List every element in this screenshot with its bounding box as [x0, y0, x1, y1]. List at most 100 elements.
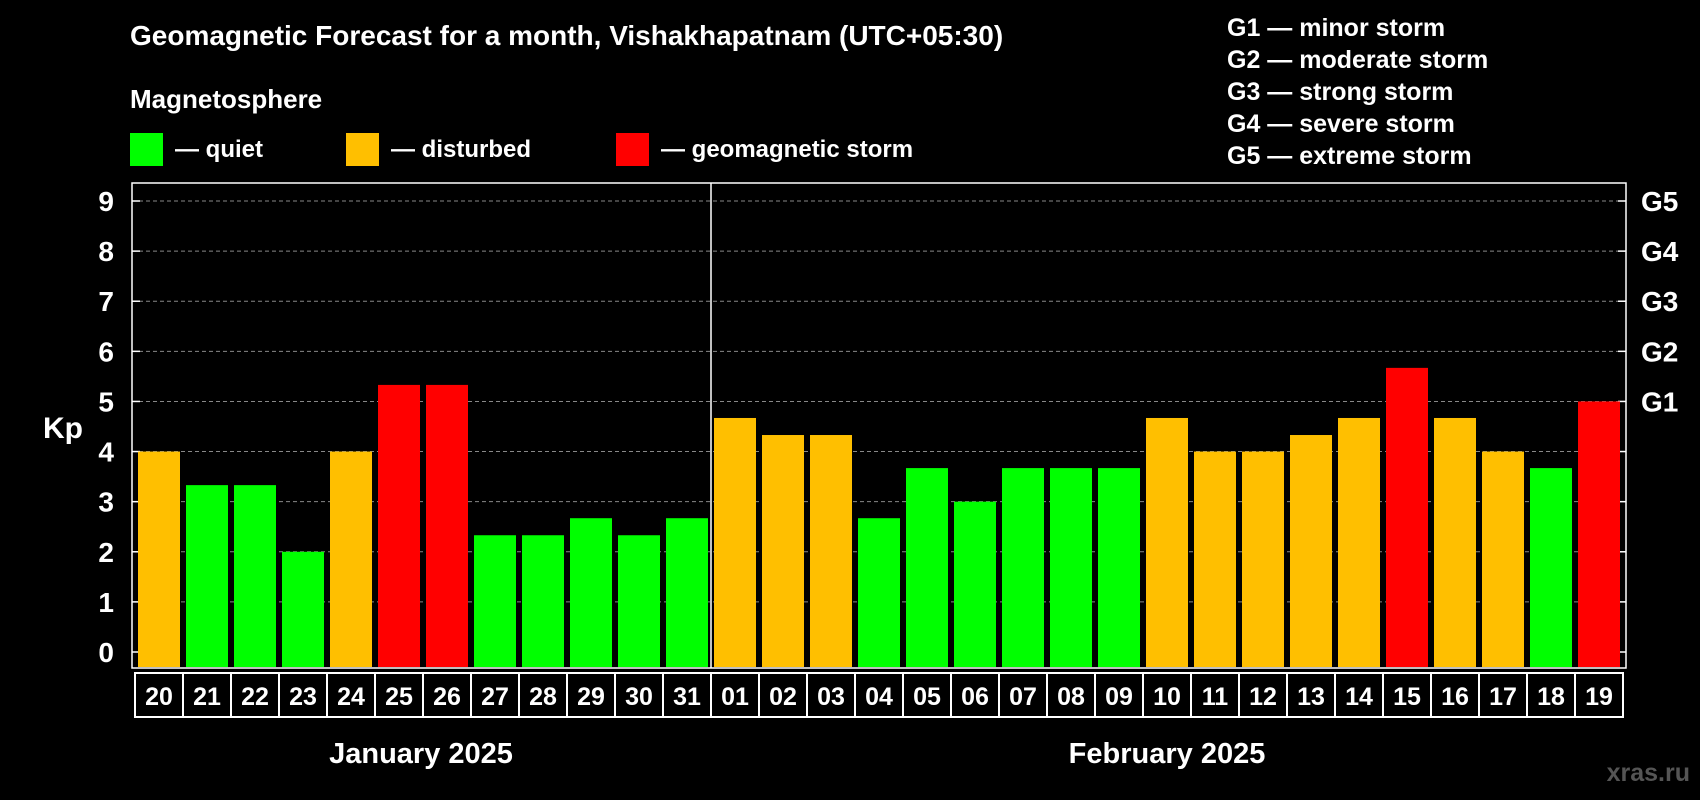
- x-tick-label: 02: [769, 683, 797, 711]
- storm-scale-g2: G2 — moderate storm: [1227, 46, 1489, 74]
- bar-01: [714, 417, 756, 667]
- x-tick-label: 24: [337, 683, 365, 711]
- bar-02: [762, 435, 804, 667]
- legend-item-disturbed: — disturbed: [346, 133, 531, 166]
- bar-10: [1146, 417, 1188, 667]
- bar-18: [1530, 468, 1572, 667]
- legend-swatch-quiet: [130, 133, 163, 166]
- bar-29: [570, 518, 612, 667]
- x-tick-label: 07: [1009, 683, 1037, 711]
- bar-17: [1482, 451, 1524, 667]
- bar-03: [810, 435, 852, 667]
- chart-title: Geomagnetic Forecast for a month, Vishak…: [130, 20, 1004, 51]
- storm-scale-g5: G5 — extreme storm: [1227, 142, 1472, 170]
- bar-31: [666, 518, 708, 667]
- storm-scale-g1: G1 — minor storm: [1227, 14, 1446, 42]
- y-tick-label: 9: [98, 186, 114, 217]
- x-tick-label: 03: [817, 683, 845, 711]
- x-tick-label: 15: [1393, 683, 1421, 711]
- bar-13: [1290, 435, 1332, 667]
- bar-06: [954, 501, 996, 667]
- bar-22: [234, 485, 276, 667]
- x-tick-label: 04: [865, 683, 893, 711]
- x-tick-label: 19: [1585, 683, 1613, 711]
- bar-24: [330, 451, 372, 667]
- x-tick-label: 28: [529, 683, 557, 711]
- y-tick-label: 7: [98, 286, 114, 317]
- x-tick-label: 10: [1153, 683, 1181, 711]
- x-tick-label: 05: [913, 683, 941, 711]
- bar-05: [906, 468, 948, 667]
- legend-swatch-storm: [616, 133, 649, 166]
- magnetosphere-label: Magnetosphere: [130, 84, 323, 114]
- legend-swatch-disturbed: [346, 133, 379, 166]
- bar-04: [858, 518, 900, 667]
- plot-frame: [131, 182, 1627, 669]
- bar-28: [522, 535, 564, 667]
- bar-23: [282, 551, 324, 667]
- bar-14: [1338, 417, 1380, 667]
- date-axis-box: [134, 672, 1624, 718]
- storm-scale-g4: G4 — severe storm: [1227, 110, 1455, 138]
- x-tick-label: 22: [241, 683, 269, 711]
- legend-item-storm: — geomagnetic storm: [616, 133, 913, 166]
- x-tick-label: 26: [433, 683, 461, 711]
- x-tick-label: 06: [961, 683, 989, 711]
- bar-16: [1434, 417, 1476, 667]
- x-tick-label: 08: [1057, 683, 1085, 711]
- x-tick-label: 21: [193, 683, 221, 711]
- bar-15: [1386, 367, 1428, 667]
- x-tick-label: 31: [673, 683, 701, 711]
- x-tick-label: 14: [1345, 683, 1373, 711]
- y-tick-label: 1: [98, 587, 114, 618]
- bar-07: [1002, 468, 1044, 667]
- y-tick-label: 8: [98, 236, 114, 267]
- y-axis-label: Kp: [43, 412, 83, 445]
- legend-label-storm: — geomagnetic storm: [661, 135, 914, 163]
- x-tick-label: 18: [1537, 683, 1565, 711]
- x-tick-label: 13: [1297, 683, 1325, 711]
- legend-label-disturbed: — disturbed: [391, 135, 532, 163]
- watermark: xras.ru: [1606, 759, 1690, 787]
- storm-scale-legend: G1 — minor storm G2 — moderate storm G3 …: [1227, 12, 1488, 172]
- x-tick-label: 29: [577, 683, 605, 711]
- x-tick-label: 30: [625, 683, 653, 711]
- bar-08: [1050, 468, 1092, 667]
- bar-21: [186, 485, 228, 667]
- bar-26: [426, 384, 468, 667]
- bar-19: [1578, 401, 1620, 667]
- bar-09: [1098, 468, 1140, 667]
- x-tick-label: 25: [385, 683, 413, 711]
- y-tick-label: 0: [98, 637, 114, 668]
- x-tick-label: 01: [721, 683, 749, 711]
- bar-27: [474, 535, 516, 667]
- y-tick-label: 5: [98, 386, 114, 417]
- x-tick-label: 23: [289, 683, 317, 711]
- x-tick-label: 27: [481, 683, 509, 711]
- month-label-january: January 2025: [329, 738, 513, 770]
- y-tick-label: 3: [98, 487, 114, 518]
- y-tick-label: 2: [98, 537, 114, 568]
- bar-11: [1194, 451, 1236, 667]
- x-tick-label: 17: [1489, 683, 1517, 711]
- y-tick-label: 6: [98, 336, 114, 367]
- bar-25: [378, 384, 420, 667]
- right-axis-label-g2: G2: [1641, 336, 1678, 367]
- legend-item-quiet: — quiet: [130, 133, 263, 166]
- legend-label-quiet: — quiet: [175, 135, 263, 163]
- storm-scale-g3: G3 — strong storm: [1227, 78, 1454, 106]
- right-axis-label-g1: G1: [1641, 386, 1678, 417]
- x-tick-label: 16: [1441, 683, 1469, 711]
- x-tick-label: 20: [145, 683, 173, 711]
- x-tick-label: 09: [1105, 683, 1133, 711]
- y-tick-label: 4: [98, 437, 114, 468]
- right-axis-label-g5: G5: [1641, 186, 1678, 217]
- right-axis-label-g4: G4: [1641, 236, 1679, 267]
- month-label-february: February 2025: [1069, 738, 1266, 770]
- bar-20: [138, 451, 180, 667]
- bar-30: [618, 535, 660, 667]
- right-axis-label-g3: G3: [1641, 286, 1678, 317]
- x-tick-label: 12: [1249, 683, 1277, 711]
- bar-12: [1242, 451, 1284, 667]
